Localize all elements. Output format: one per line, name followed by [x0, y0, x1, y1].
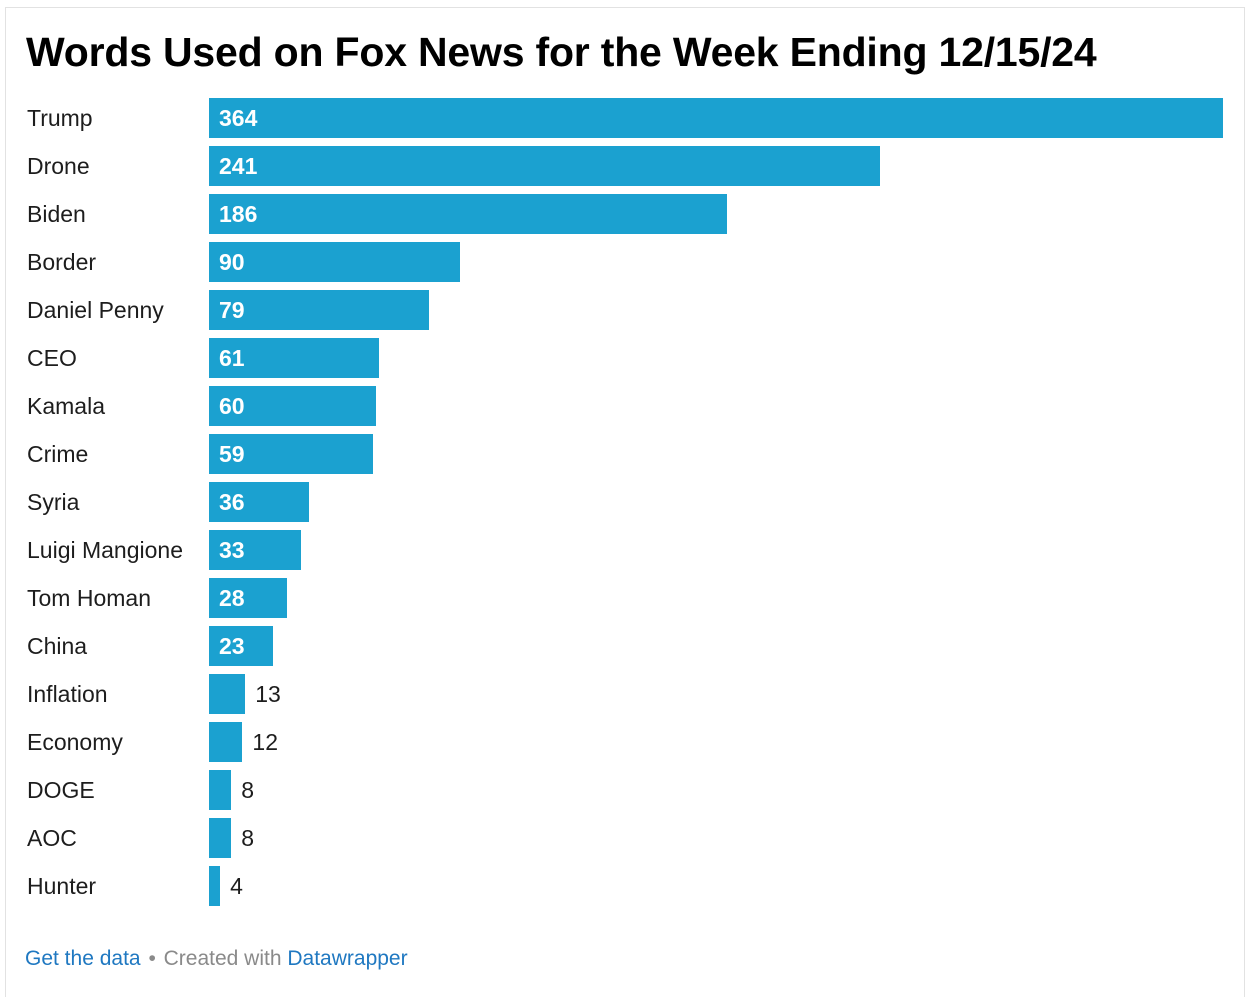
bar: [209, 674, 246, 714]
value-label: 36: [219, 489, 245, 515]
category-label: Tom Homan: [27, 585, 151, 611]
category-label: Kamala: [27, 393, 105, 419]
value-label: 364: [219, 105, 258, 131]
category-label: AOC: [27, 825, 77, 851]
bar: [209, 530, 301, 570]
bar: [209, 626, 274, 666]
category-label: Syria: [27, 489, 80, 515]
bar: [209, 338, 379, 378]
value-label: 61: [219, 345, 245, 371]
bar: [209, 194, 728, 234]
category-label: Luigi Mangione: [27, 537, 184, 563]
created-with-text: Created with: [163, 947, 282, 970]
bar: [209, 146, 881, 186]
bar: [209, 722, 243, 762]
get-the-data-link[interactable]: Get the data: [25, 947, 141, 970]
bar: [209, 98, 1223, 138]
value-label: 8: [241, 777, 255, 803]
bar: [209, 818, 232, 858]
bar: [209, 770, 232, 810]
category-label: Biden: [27, 201, 86, 227]
category-label: Trump: [27, 105, 93, 131]
chart-title: Words Used on Fox News for the Week Endi…: [26, 29, 1097, 75]
value-label: 90: [219, 249, 245, 275]
value-label: 186: [219, 201, 258, 227]
bar: [209, 578, 287, 618]
category-label: DOGE: [27, 777, 95, 803]
category-label: Daniel Penny: [27, 297, 164, 323]
bar: [209, 290, 430, 330]
value-label: 4: [230, 873, 243, 899]
category-label: Hunter: [27, 873, 97, 899]
category-label: CEO: [27, 345, 77, 371]
bar: [209, 482, 310, 522]
category-label: Border: [27, 249, 97, 275]
footer-separator: •: [148, 947, 156, 970]
category-label: Inflation: [27, 681, 108, 707]
category-label: Crime: [27, 441, 89, 467]
value-label: 33: [219, 537, 245, 563]
value-label: 59: [219, 441, 245, 467]
value-label: 79: [219, 297, 245, 323]
bar: [209, 434, 374, 474]
bar: [209, 242, 460, 282]
category-label: Drone: [27, 153, 90, 179]
category-label: China: [27, 633, 88, 659]
value-label: 28: [219, 585, 245, 611]
category-label: Economy: [27, 729, 123, 755]
bar: [209, 866, 221, 906]
bar: [209, 386, 377, 426]
value-label: 8: [241, 825, 255, 851]
value-label: 13: [255, 681, 281, 707]
value-label: 12: [252, 729, 279, 755]
value-label: 241: [219, 153, 258, 179]
chart-footer: Get the data • Created with Datawrapper: [25, 944, 408, 974]
datawrapper-link[interactable]: Datawrapper: [287, 947, 408, 970]
value-label: 60: [219, 393, 245, 419]
value-label: 23: [219, 633, 245, 659]
